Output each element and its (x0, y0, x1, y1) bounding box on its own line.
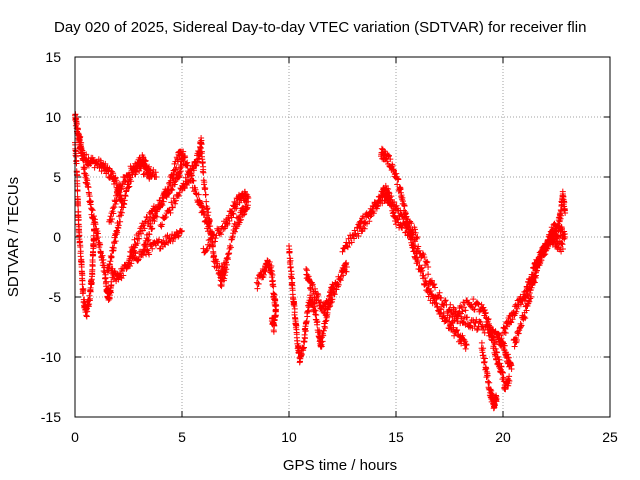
series-arc21 (510, 232, 566, 350)
x-tick-label: 15 (388, 429, 404, 445)
y-tick-label: -10 (41, 349, 61, 365)
y-tick-label: 0 (53, 229, 61, 245)
x-tick-label: 5 (178, 429, 186, 445)
y-tick-label: 5 (53, 169, 61, 185)
series-arc22 (521, 188, 569, 305)
y-axis-ticks: -15 -10 -5 0 5 10 15 (41, 49, 61, 425)
chart-title: Day 020 of 2025, Sidereal Day-to-day VTE… (54, 19, 586, 36)
x-tick-label: 25 (602, 429, 618, 445)
series-arc18 (446, 296, 513, 393)
grid-lines (74, 56, 611, 418)
series-arc17 (425, 271, 515, 372)
x-tick-label: 10 (281, 429, 297, 445)
series-arc5 (106, 159, 160, 225)
series-arc10 (200, 188, 252, 290)
series-arc3 (76, 133, 115, 303)
series-arc19 (478, 339, 500, 412)
series-arc13 (303, 259, 350, 316)
y-tick-label: -5 (49, 289, 62, 305)
x-axis-label: GPS time / hours (283, 457, 397, 474)
y-tick-label: -15 (41, 409, 61, 425)
series-arc9 (157, 135, 228, 281)
y-tick-label: 10 (45, 109, 61, 125)
data-points (72, 111, 569, 412)
y-tick-label: 15 (45, 49, 61, 65)
series-arc11 (253, 257, 280, 335)
plot-frame (74, 56, 611, 418)
y-axis-label: SDTVAR / TECUs (5, 177, 22, 297)
series-arc16 (378, 145, 470, 352)
x-axis-ticks: 0 5 10 15 20 25 (71, 429, 618, 445)
x-tick-label: 0 (71, 429, 79, 445)
x-tick-label: 20 (495, 429, 511, 445)
